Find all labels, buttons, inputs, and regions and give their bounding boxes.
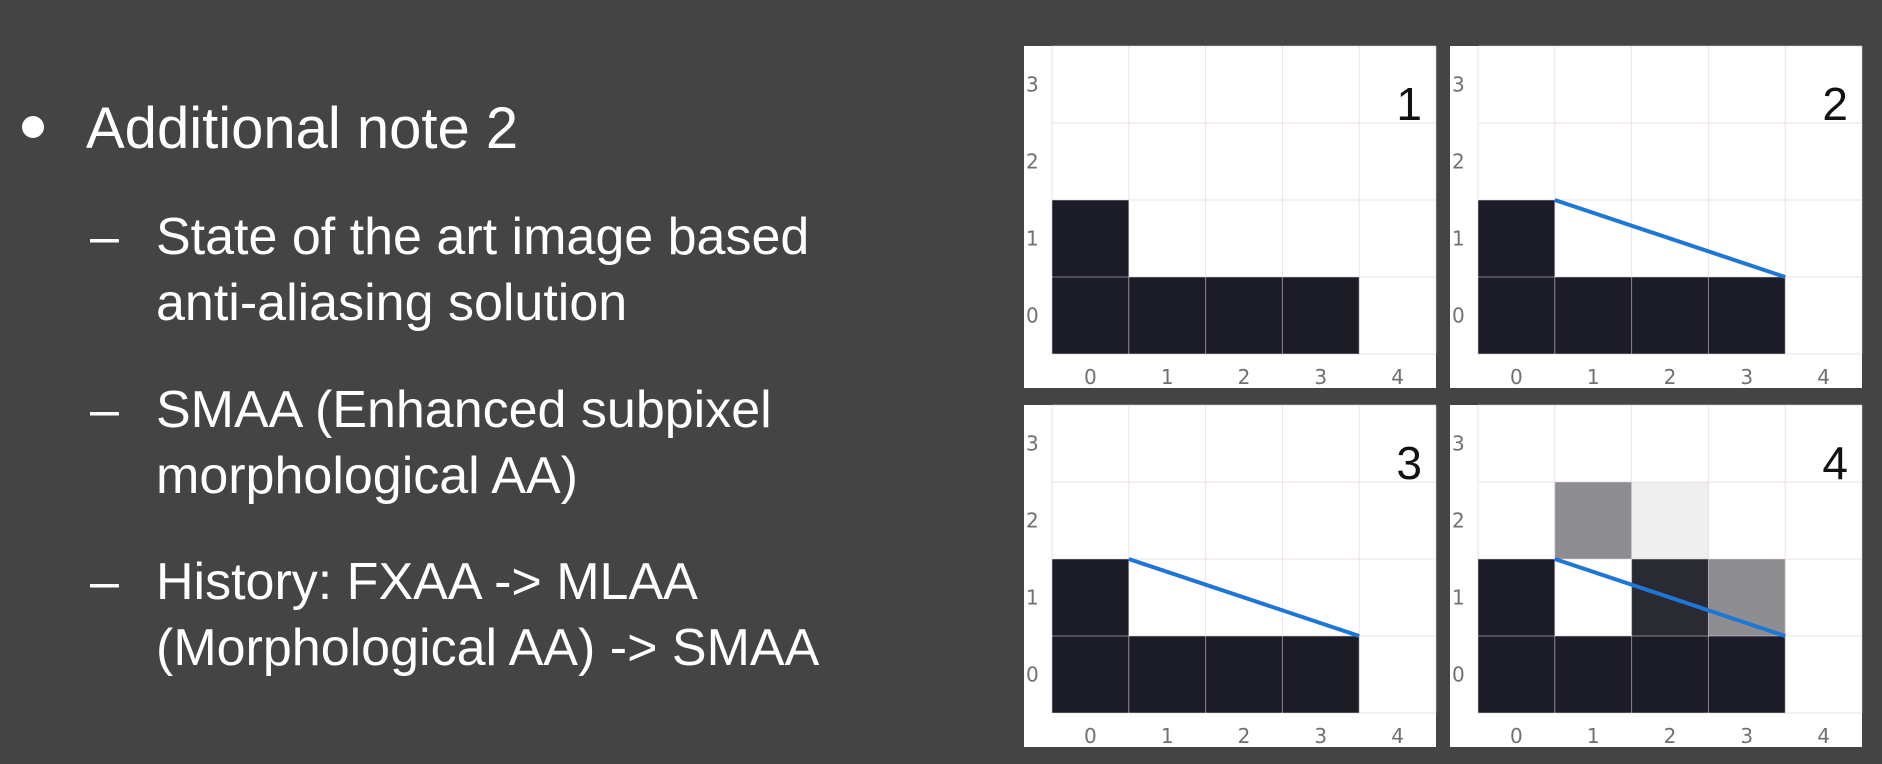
- panel-number: 2: [1822, 78, 1848, 130]
- x-tick-label: 0: [1084, 724, 1097, 748]
- pixel-grid-panel: 0 1 2 3 4 0 1 2 3 1: [1024, 45, 1437, 389]
- dark-pixel: [1282, 277, 1360, 354]
- dark-pixel: [1478, 277, 1555, 354]
- subpoint-line: State of the art image based: [156, 208, 810, 266]
- panel-number: 1: [1396, 78, 1422, 130]
- dark-pixel: [1052, 559, 1129, 636]
- x-tick-label: 2: [1664, 724, 1677, 748]
- y-tick-label: 2: [1452, 509, 1465, 533]
- dark-pixel: [1554, 636, 1632, 713]
- x-tick-label: 2: [1238, 365, 1251, 389]
- edge-line: [1554, 198, 1786, 279]
- pixel-grid-panel: 0 1 2 3 4 0 1 2 3 4: [1450, 404, 1863, 748]
- x-tick-label: 3: [1740, 724, 1753, 748]
- y-tick-label: 1: [1026, 227, 1039, 251]
- x-tick-label: 1: [1587, 724, 1600, 748]
- y-tick-label: 3: [1452, 432, 1465, 456]
- y-tick-label: 0: [1452, 663, 1465, 687]
- dark-pixel: [1128, 636, 1206, 713]
- panel-number: 4: [1822, 437, 1848, 489]
- y-tick-label: 2: [1026, 150, 1039, 174]
- y-tick-label: 3: [1452, 73, 1465, 97]
- y-tick-label: 1: [1452, 586, 1465, 610]
- pixel-grid-panel: 0 1 2 3 4 0 1 2 3 3: [1024, 404, 1437, 748]
- dark-pixel: [1205, 277, 1283, 354]
- y-tick-label: 0: [1026, 663, 1039, 687]
- edge-line: [1128, 557, 1360, 638]
- subpoint-line: morphological AA): [156, 447, 578, 505]
- dark-pixel: [1128, 277, 1206, 354]
- pixel-grid-panel: 0 1 2 3 4 0 1 2 3 2: [1450, 45, 1863, 389]
- y-tick-label: 3: [1026, 432, 1039, 456]
- x-tick-label: 4: [1817, 365, 1830, 389]
- dash-icon: –: [90, 553, 119, 611]
- x-tick-label: 4: [1817, 724, 1830, 748]
- slide-heading: Additional note 2: [86, 96, 519, 161]
- dark-pixel: [1205, 636, 1283, 713]
- dark-pixel: [1631, 277, 1709, 354]
- y-tick-label: 0: [1452, 304, 1465, 328]
- edge-line: [1554, 557, 1786, 638]
- dark-pixel: [1708, 277, 1786, 354]
- x-tick-label: 2: [1664, 365, 1677, 389]
- y-tick-label: 0: [1026, 304, 1039, 328]
- y-tick-label: 3: [1026, 73, 1039, 97]
- bullet-dot-icon: [22, 116, 44, 138]
- dark-pixel: [1052, 200, 1129, 277]
- dark-pixel: [1478, 200, 1555, 277]
- dark-pixel: [1478, 636, 1555, 713]
- subpoint-line: anti-aliasing solution: [156, 274, 628, 332]
- x-tick-label: 0: [1510, 365, 1523, 389]
- x-tick-label: 0: [1510, 724, 1523, 748]
- subpoint-line: History: FXAA -> MLAA: [156, 553, 698, 611]
- y-tick-label: 1: [1452, 227, 1465, 251]
- x-tick-label: 0: [1084, 365, 1097, 389]
- dark-pixel: [1708, 636, 1786, 713]
- x-tick-label: 1: [1161, 724, 1174, 748]
- x-tick-label: 4: [1391, 724, 1404, 748]
- y-tick-label: 1: [1026, 586, 1039, 610]
- dark-pixel: [1052, 636, 1129, 713]
- blended-pixel: [1554, 482, 1632, 559]
- dark-pixel: [1631, 636, 1709, 713]
- x-tick-label: 3: [1314, 365, 1327, 389]
- panel-number: 3: [1396, 437, 1422, 489]
- subpoint-line: (Morphological AA) -> SMAA: [156, 619, 820, 677]
- x-tick-label: 2: [1238, 724, 1251, 748]
- x-tick-label: 3: [1740, 365, 1753, 389]
- dark-pixel: [1478, 559, 1555, 636]
- y-tick-label: 2: [1452, 150, 1465, 174]
- dark-pixel: [1282, 636, 1360, 713]
- x-tick-label: 1: [1161, 365, 1174, 389]
- dash-icon: –: [90, 208, 119, 266]
- x-tick-label: 1: [1587, 365, 1600, 389]
- x-tick-label: 3: [1314, 724, 1327, 748]
- dark-pixel: [1052, 277, 1129, 354]
- dark-pixel: [1554, 277, 1632, 354]
- blended-pixel: [1631, 482, 1709, 559]
- x-tick-label: 4: [1391, 365, 1404, 389]
- dash-icon: –: [90, 381, 119, 439]
- y-tick-label: 2: [1026, 509, 1039, 533]
- subpoint-line: SMAA (Enhanced subpixel: [156, 381, 772, 439]
